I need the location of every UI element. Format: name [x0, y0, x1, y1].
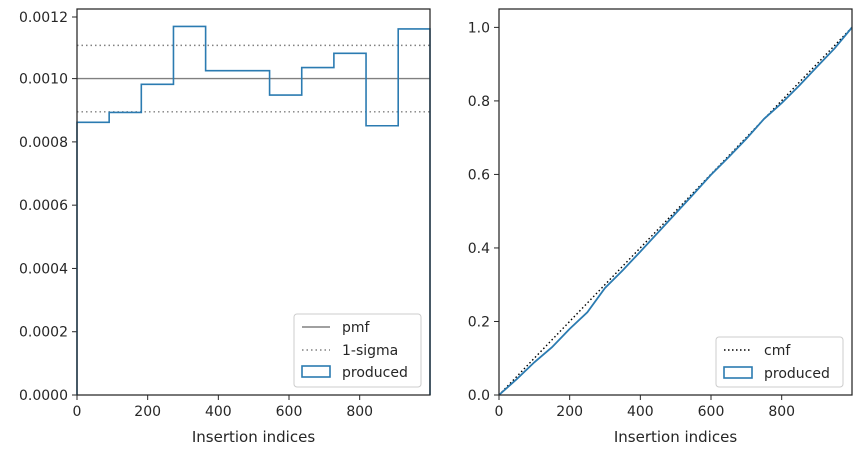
x-tick-label: 800 — [346, 404, 373, 420]
produced-line — [498, 26, 853, 396]
legend-swatch-produced — [723, 366, 753, 379]
cmf-line — [498, 26, 853, 396]
x-tick-label: 600 — [698, 404, 725, 420]
legend-label-produced: produced — [342, 365, 408, 381]
legend-label-pmf: pmf — [342, 320, 371, 336]
left-panel-pmf-histogram: 0 200 400 600 800 0.0000 0.0002 0.0004 0.0006 0.0… — [19, 8, 431, 446]
y-tick-label: 0.0006 — [19, 198, 68, 214]
x-tick-label: 200 — [556, 404, 583, 420]
y-tick-label: 0.4 — [468, 241, 490, 257]
legend-swatch-produced — [301, 365, 331, 378]
legend-label-cmf: cmf — [764, 343, 791, 359]
y-tick-label: 0.0000 — [19, 388, 68, 404]
x-tick-label: 400 — [627, 404, 654, 420]
legend-label-sigma: 1-sigma — [342, 343, 398, 359]
y-tick-label: 0.0008 — [19, 135, 68, 151]
x-axis-label: Insertion indices — [192, 428, 315, 446]
legend-box — [715, 336, 844, 388]
x-tick-label: 0 — [495, 404, 504, 420]
x-tick-label: 800 — [768, 404, 795, 420]
x-tick-label: 400 — [205, 404, 232, 420]
x-tick-label: 600 — [276, 404, 303, 420]
y-tick-label: 1.0 — [468, 20, 490, 36]
axes-frame — [76, 8, 431, 396]
y-tick-label: 0.0 — [468, 388, 490, 404]
y-tick-label: 0.0010 — [19, 72, 68, 88]
y-tick-label: 0.0004 — [19, 261, 68, 277]
y-tick-label: 0.8 — [468, 94, 490, 110]
produced-histogram — [76, 25, 431, 395]
legend-box — [293, 313, 422, 388]
x-axis-label: Insertion indices — [614, 428, 737, 446]
x-tick-label: 200 — [134, 404, 161, 420]
axes-frame — [498, 8, 853, 396]
y-tick-label: 0.0012 — [19, 10, 68, 26]
y-tick-label: 0.6 — [468, 167, 490, 183]
y-tick-label: 0.2 — [468, 314, 490, 330]
legend-label-produced: produced — [764, 366, 830, 382]
right-panel-cmf: 0 200 400 600 800 0.0 0.2 0.4 0.6 0.8 1.0 Insertion… — [468, 8, 853, 446]
y-tick-label: 0.0002 — [19, 325, 68, 341]
x-tick-label: 0 — [73, 404, 82, 420]
